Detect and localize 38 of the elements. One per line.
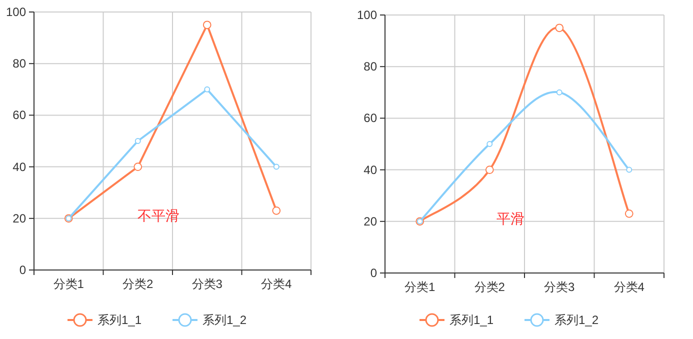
annotation: 不平滑	[138, 207, 180, 224]
y-tick-label: 40	[12, 160, 26, 174]
y-tick-label: 40	[364, 162, 378, 177]
y-tick-label: 100	[356, 8, 378, 22]
x-tick-label: 分类4	[261, 277, 292, 291]
point	[134, 138, 141, 144]
y-tick-label: 60	[12, 108, 26, 122]
point	[486, 141, 493, 147]
legend-label: 系列1_2	[202, 313, 247, 327]
point	[556, 89, 562, 96]
legend-label: 系列1_1	[98, 313, 142, 327]
y-tick-label: 100	[6, 5, 26, 19]
x-tick-label: 分类1	[404, 280, 436, 294]
y-tick-label: 20	[12, 211, 26, 226]
x-tick-label: 分类2	[474, 280, 506, 294]
legend-label: 系列1_2	[554, 313, 599, 327]
y-tick-label: 80	[364, 60, 378, 74]
point	[272, 206, 281, 215]
x-tick-label: 分类4	[614, 280, 645, 294]
y-tick-label: 80	[12, 56, 26, 71]
x-tick-label: 分类2	[122, 277, 154, 291]
point	[273, 164, 280, 170]
point	[624, 209, 634, 218]
point	[202, 20, 212, 30]
y-tick-label: 0	[19, 263, 26, 277]
y-tick-label: 60	[364, 111, 378, 126]
y-tick-label: 0	[370, 266, 378, 280]
point	[555, 24, 564, 32]
point	[204, 86, 210, 92]
point	[134, 162, 142, 171]
annotation: 平滑	[496, 210, 525, 226]
x-tick-label: 分类3	[192, 277, 223, 291]
point	[626, 166, 632, 173]
x-tick-label: 分类1	[53, 277, 84, 291]
y-tick-label: 20	[364, 214, 378, 228]
point	[485, 166, 494, 174]
legend-label: 系列1_1	[450, 313, 494, 327]
x-tick-label: 分类3	[544, 280, 576, 294]
